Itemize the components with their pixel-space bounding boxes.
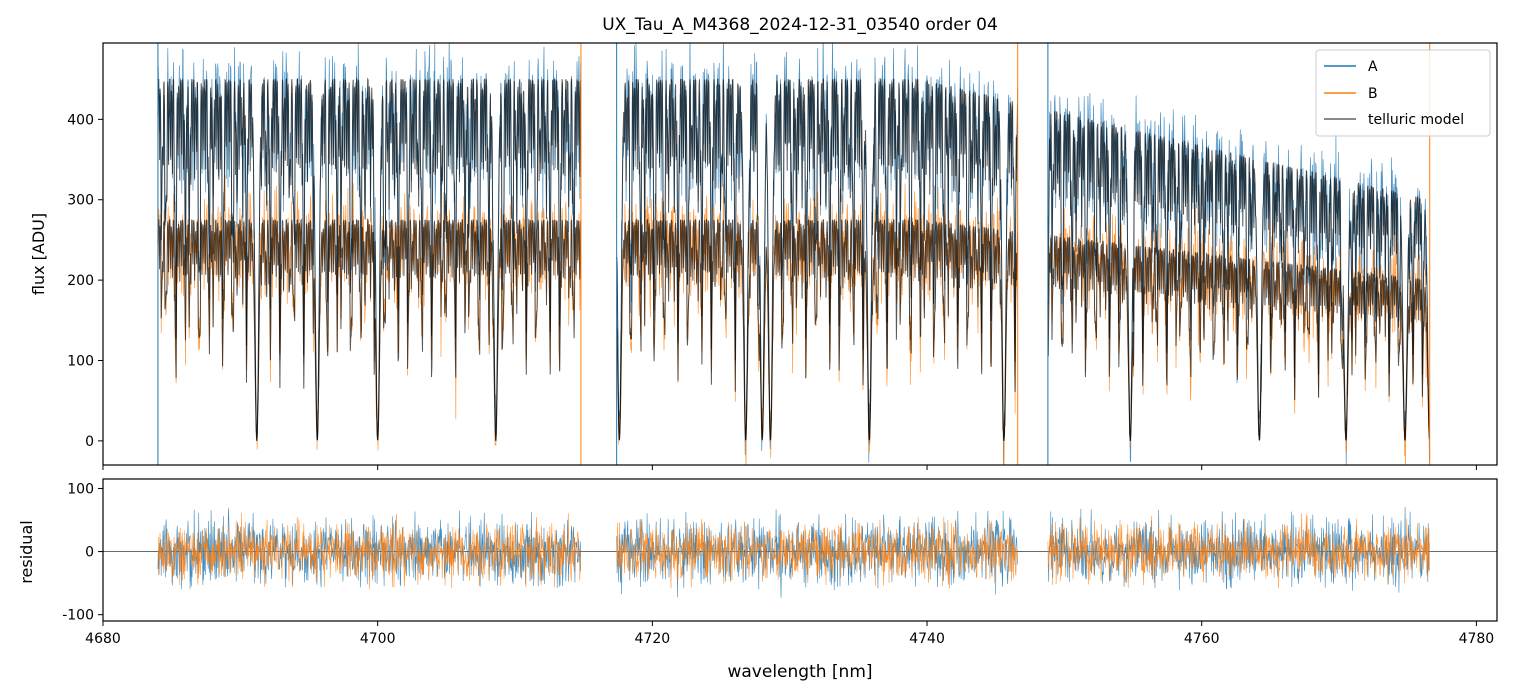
residual-panel-border [102,478,1498,622]
residual-x-tick-label: 4680 [85,631,121,647]
flux-y-label: flux [ADU] [29,213,48,295]
flux-panel-border [102,42,1498,466]
telluric-model-line [616,77,1018,441]
residual-x-tick-label: 4740 [909,631,945,647]
flux-plot-area [157,43,1431,465]
residual-y-ticks: -100 0 100 [62,481,103,624]
residual-y-label: residual [17,520,36,583]
residual-x-tick-label: 4700 [360,631,396,647]
residual-b-line [157,512,581,590]
residual-y-tick-label: 0 [85,545,94,561]
flux-y-tick-label: 0 [85,434,94,450]
legend-label-model: telluric model [1368,112,1464,128]
flux-x-ticks [102,465,1477,470]
flux-panel: 0 100 200 300 400 flux [ADU] A B telluric mo… [29,42,1498,470]
telluric-model-line [1047,235,1430,441]
telluric-model-line [157,218,582,441]
flux-y-tick-label: 400 [67,112,94,128]
residual-x-ticks: 4680 4700 4720 4740 4760 4780 [85,621,1494,647]
x-axis-label: wavelength [nm] [727,662,872,682]
residual-y-tick-label: 100 [67,481,94,497]
residual-plot-area [103,506,1497,598]
residual-x-tick-label: 4760 [1184,631,1220,647]
residual-y-tick-label: -100 [62,608,94,624]
chart-title: UX_Tau_A_M4368_2024-12-31_03540 order 04 [602,15,998,35]
legend-label-b: B [1368,86,1378,102]
flux-y-tick-label: 100 [67,354,94,370]
residual-x-tick-label: 4780 [1459,631,1495,647]
telluric-model-line [616,218,1018,441]
flux-y-tick-label: 300 [67,193,94,209]
telluric-model-line [157,77,582,441]
residual-a-line [1047,506,1430,593]
residual-x-tick-label: 4720 [635,631,671,647]
legend-label-a: A [1368,59,1378,75]
residual-b-line [616,516,1018,589]
legend-box [1315,49,1491,137]
residual-panel: -100 0 100 4680 4700 4720 4740 4760 4780 residu… [17,478,1498,682]
residual-b-line [1047,513,1430,589]
flux-y-tick-label: 200 [67,273,94,289]
legend: A B telluric model [1315,49,1491,137]
flux-y-ticks: 0 100 200 300 400 [67,112,103,450]
telluric-model-line [1047,110,1430,441]
